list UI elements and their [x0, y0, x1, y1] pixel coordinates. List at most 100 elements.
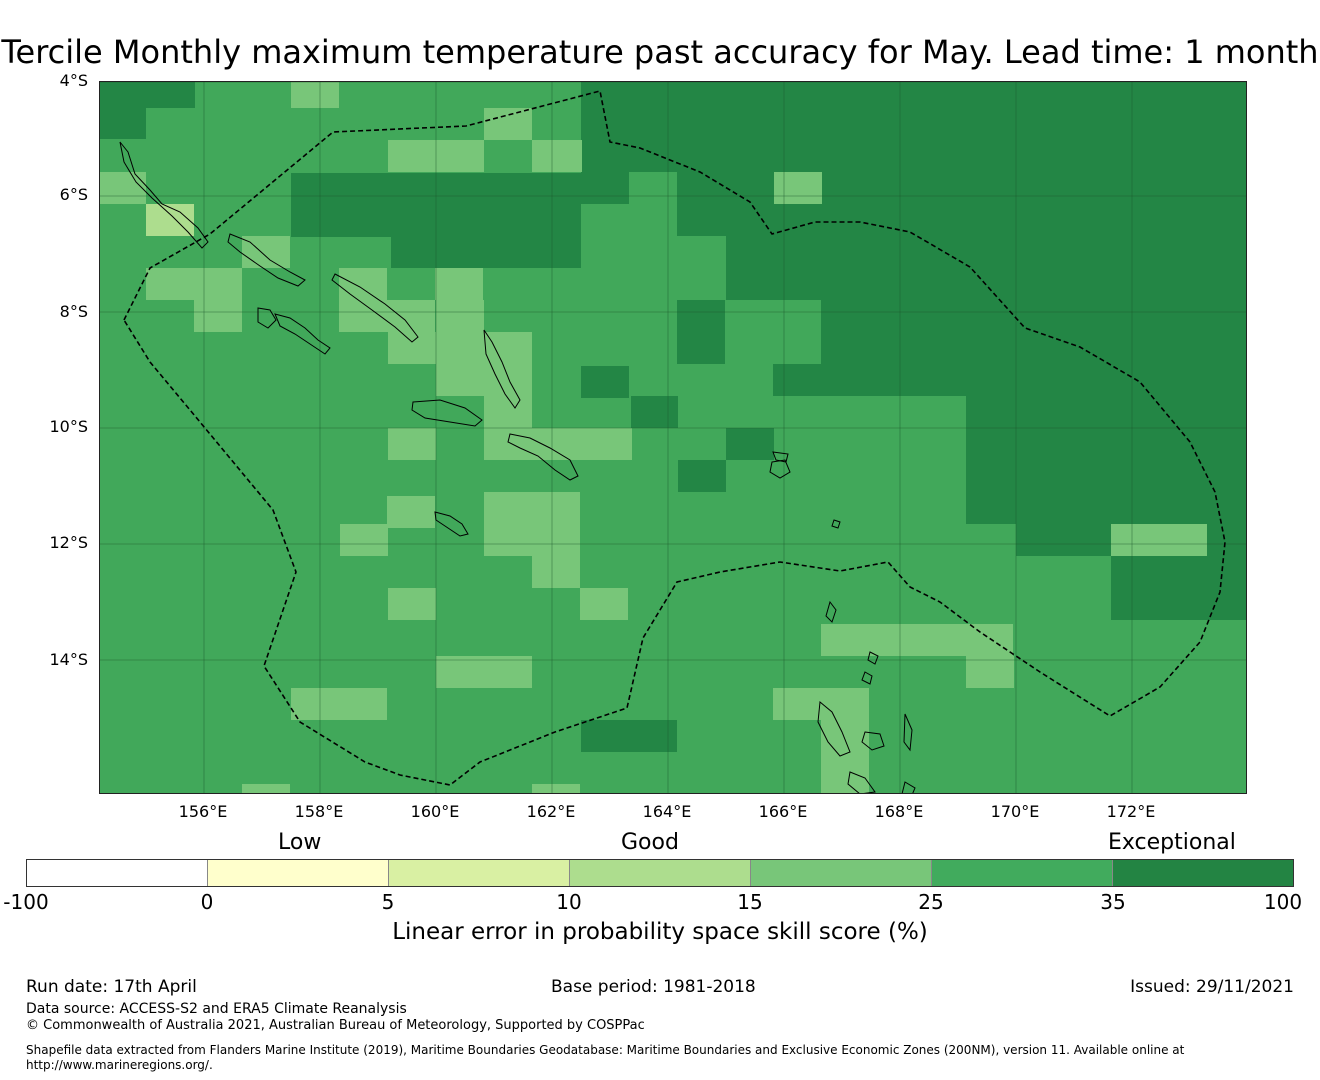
colorbar-segment: [389, 860, 570, 886]
score-cell: [966, 656, 1014, 688]
lat-label: 8°S: [59, 302, 88, 321]
score-cell: [726, 428, 774, 460]
score-cell: [532, 492, 580, 556]
score-cell: [242, 784, 290, 793]
score-cell: [821, 720, 869, 793]
lon-label: 160°E: [410, 802, 460, 821]
lon-label: 158°E: [294, 802, 344, 821]
skill-score-map: [99, 81, 1247, 794]
score-cell: [678, 460, 726, 492]
island-outline: [861, 731, 885, 751]
island-outline: [119, 141, 209, 249]
lon-label: 164°E: [642, 802, 692, 821]
category-label-exceptional: Exceptional: [1108, 830, 1236, 855]
score-cell: [339, 300, 387, 332]
island-outline: [901, 781, 916, 793]
score-cell: [580, 588, 628, 620]
island-outline: [817, 701, 851, 757]
score-cell: [436, 300, 484, 332]
coastlines: [119, 141, 916, 793]
graticule: [100, 82, 1246, 793]
island-outline: [411, 399, 483, 427]
colorbar-tick: 5: [381, 890, 395, 914]
score-cell: [821, 300, 1246, 364]
island-outline: [769, 459, 791, 479]
score-cell: [388, 428, 436, 460]
score-cell: [532, 140, 582, 172]
score-cell: [291, 173, 391, 237]
score-cell: [532, 428, 632, 460]
score-cell: [339, 268, 387, 300]
score-cell: [871, 364, 1246, 396]
score-cell: [291, 688, 387, 720]
score-cell: [581, 366, 629, 398]
score-cell: [966, 396, 1246, 428]
score-cell: [388, 588, 436, 620]
score-cell: [242, 236, 290, 268]
score-cell: [388, 332, 436, 364]
score-cell: [436, 332, 484, 396]
island-outline: [434, 511, 469, 537]
score-cell: [1207, 588, 1246, 620]
score-cell: [581, 172, 629, 204]
island-outline: [257, 307, 277, 329]
colorbar-tick: 10: [556, 890, 582, 914]
score-cell: [631, 396, 678, 428]
lon-label: 166°E: [758, 802, 808, 821]
island-outline: [772, 451, 789, 463]
map-title: Tercile Monthly maximum temperature past…: [1, 33, 1319, 71]
score-cell: [1111, 556, 1246, 588]
island-outline: [274, 313, 331, 355]
lat-label: 10°S: [49, 417, 88, 436]
score-cell: [581, 720, 677, 752]
colorbar-segment: [570, 860, 751, 886]
category-label-good: Good: [621, 830, 679, 855]
colorbar-title: Linear error in probability space skill …: [392, 919, 928, 945]
score-cell: [484, 332, 532, 364]
shapefile-credit: Shapefile data extracted from Flanders M…: [26, 1043, 1185, 1057]
score-cell: [194, 268, 242, 332]
lon-label: 168°E: [874, 802, 924, 821]
score-cell: [100, 108, 146, 139]
colorbar-segment: [932, 860, 1113, 886]
category-label-low: Low: [278, 830, 322, 855]
lon-label: 170°E: [990, 802, 1040, 821]
island-outline: [331, 273, 419, 343]
island-outline: [227, 233, 306, 287]
colorbar-tick: -100: [3, 890, 49, 914]
score-cell: [100, 82, 195, 108]
copyright: © Commonwealth of Australia 2021, Austra…: [26, 1018, 645, 1033]
colorbar-tick: 25: [918, 890, 944, 914]
eez-boundary: [123, 90, 1226, 786]
score-cell: [677, 300, 725, 364]
shapefile-url: http://www.marineregions.org/.: [26, 1058, 213, 1072]
island-outline: [483, 329, 521, 409]
island-outline: [867, 651, 879, 665]
island-outline: [507, 433, 579, 481]
score-cell: [484, 108, 532, 140]
score-cell: [677, 172, 1246, 236]
colorbar-tick: 100: [1263, 890, 1303, 914]
colorbar-segment: [208, 860, 389, 886]
colorbar-segment: [751, 860, 932, 886]
lat-label: 12°S: [49, 533, 88, 552]
score-cell: [340, 524, 388, 556]
issued-date: Issued: 29/11/2021: [1130, 977, 1294, 997]
lon-label: 172°E: [1106, 802, 1156, 821]
data-source: Data source: ACCESS-S2 and ERA5 Climate …: [26, 1001, 407, 1017]
score-cell: [821, 624, 1013, 656]
score-cell: [146, 268, 194, 300]
score-cell: [1016, 428, 1246, 524]
colorbar-tick: 15: [737, 890, 763, 914]
score-cell: [532, 556, 580, 588]
score-cell: [100, 172, 146, 204]
score-cell: [773, 688, 869, 720]
score-cell: [291, 82, 339, 108]
colorbar: [26, 859, 1294, 887]
score-cell: [774, 172, 822, 204]
colorbar-segment: [1113, 860, 1293, 886]
base-period: Base period: 1981-2018: [551, 977, 756, 997]
colorbar-tick: 0: [200, 890, 214, 914]
run-date: Run date: 17th April: [26, 977, 197, 997]
lat-label: 4°S: [59, 71, 88, 90]
